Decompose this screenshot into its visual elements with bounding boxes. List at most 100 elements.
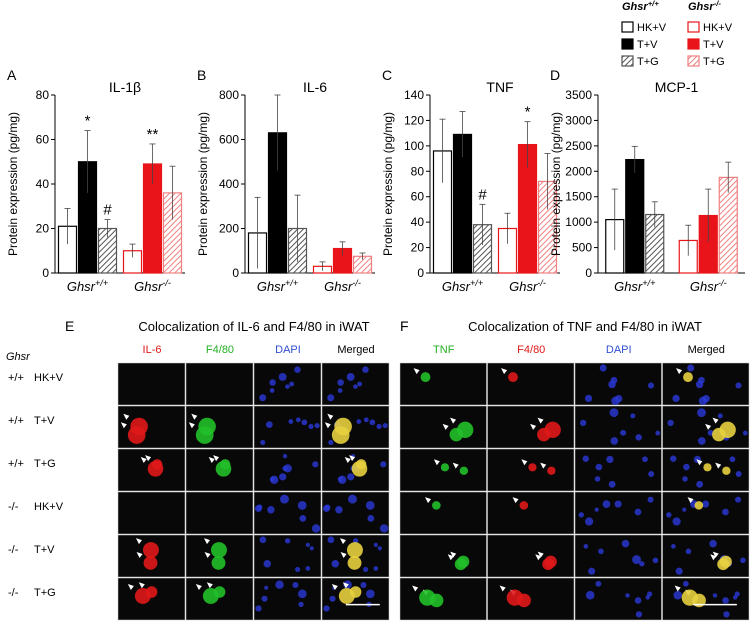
nucleus (632, 555, 641, 565)
nucleus (298, 601, 304, 608)
row-genotype: +/+ (8, 372, 24, 384)
nucleus (635, 611, 643, 618)
panel-label: A (7, 67, 17, 83)
stained-cell (130, 417, 148, 436)
row-genotype: -/- (8, 587, 19, 599)
significance: * (85, 113, 91, 130)
nucleus (620, 429, 627, 436)
nucleus (298, 589, 307, 599)
stained-cell (457, 421, 474, 438)
nucleus (356, 419, 362, 424)
nucleus (265, 421, 273, 429)
nucleus (675, 567, 683, 575)
nucleus (338, 475, 347, 484)
nucleus (621, 539, 630, 548)
legend-label: HK+V (637, 22, 667, 34)
stained-cell (356, 459, 367, 470)
nucleus (335, 506, 343, 514)
nucleus (275, 580, 284, 589)
stained-cell (347, 555, 362, 570)
arrowhead (433, 459, 440, 466)
stained-cell (547, 466, 556, 475)
nucleus (682, 580, 689, 587)
nucleus (261, 595, 268, 602)
micrograph (487, 577, 575, 621)
micrograph (185, 491, 254, 535)
nucleus (595, 580, 602, 587)
bar (625, 158, 645, 274)
arrowhead (705, 423, 712, 430)
arrowhead (138, 582, 145, 589)
nucleus (606, 455, 614, 464)
nucleus (683, 463, 690, 471)
significance: * (525, 104, 531, 121)
stained-cell (198, 417, 216, 436)
nucleus (292, 582, 299, 589)
nucleus (259, 536, 267, 544)
nucleus (647, 496, 654, 503)
y-tick-label: 60 (36, 133, 50, 147)
y-tick-label: 0 (232, 266, 239, 280)
stained-cell (338, 588, 355, 604)
nucleus (263, 560, 272, 568)
x-tick-label: Ghsr-/- (509, 278, 546, 294)
micrograph (662, 534, 750, 578)
stained-cell (506, 589, 523, 606)
nucleus (295, 417, 301, 423)
arrowhead (442, 423, 449, 430)
stained-cell (459, 466, 469, 475)
y-tick-label: 60 (411, 190, 425, 204)
arrowhead (344, 457, 351, 464)
stained-cell (152, 459, 163, 470)
arrowhead (120, 422, 127, 429)
nucleus (599, 364, 607, 372)
nucleus (308, 423, 314, 430)
column-header: F4/80 (206, 344, 234, 356)
panel-label: B (197, 67, 206, 83)
arrowhead (203, 538, 210, 545)
arrowhead (537, 417, 544, 424)
legend-swatch (687, 55, 700, 67)
nucleus (301, 419, 308, 426)
arrowhead (206, 582, 213, 589)
nucleus (379, 524, 389, 533)
stained-cell (544, 421, 561, 438)
nucleus (735, 496, 742, 503)
micrograph (487, 362, 575, 406)
nucleus (722, 597, 729, 604)
micrograph (399, 405, 487, 449)
nucleus (373, 542, 378, 547)
arrowhead (447, 554, 454, 561)
nucleus (729, 456, 736, 463)
legend-swatch (687, 21, 700, 33)
x-tick-label: Ghsr-/- (134, 278, 171, 294)
legend-label: HK+V (703, 22, 733, 34)
column-header: Merged (337, 344, 374, 356)
chart-title: IL-1β (109, 79, 141, 95)
y-axis-label: Protein expression (pg/mg) (196, 112, 210, 256)
chart-title: TNF (486, 79, 513, 95)
nucleus (362, 366, 369, 373)
nucleus (625, 593, 630, 598)
nucleus (322, 505, 330, 513)
arrowhead (195, 584, 202, 591)
legend-label: T+G (637, 56, 659, 68)
nucleus (671, 544, 676, 549)
stained-cell (681, 589, 698, 606)
y-tick-label: 40 (411, 215, 425, 229)
nucleus (327, 536, 335, 544)
row-treatment: T+G (34, 458, 56, 470)
row-treatment: HK+V (34, 372, 64, 384)
arrowhead (425, 497, 432, 504)
stained-cell (420, 372, 431, 383)
chart-title: IL-6 (303, 79, 327, 95)
legend-swatch (687, 38, 700, 50)
nucleus (312, 461, 319, 468)
nucleus (639, 561, 645, 567)
y-axis-label: Protein expression (pg/mg) (549, 112, 563, 256)
y-tick-label: 1000 (565, 215, 592, 229)
y-tick-label: 1500 (565, 190, 592, 204)
nucleus (360, 582, 367, 589)
nucleus (723, 611, 730, 618)
micrograph (399, 362, 487, 406)
